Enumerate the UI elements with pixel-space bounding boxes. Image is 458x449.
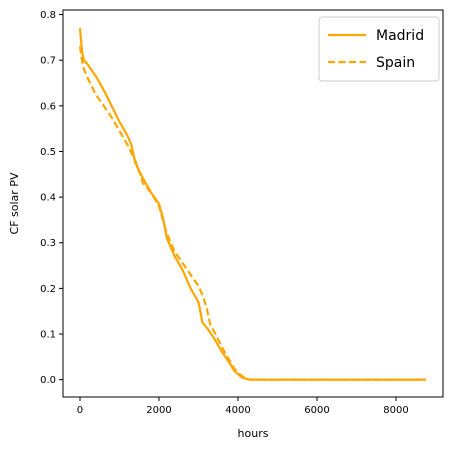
- series-line-madrid: [78, 28, 427, 381]
- x-tick-label: 6000: [304, 405, 329, 416]
- x-tick-label: 4000: [225, 405, 250, 416]
- y-tick-label: 0.6: [40, 101, 56, 112]
- y-axis-label: CF solar PV: [8, 172, 21, 234]
- y-tick-label: 0.5: [40, 147, 56, 158]
- plot-area: [78, 28, 427, 381]
- axes: 0 2000 4000 6000 8000 0.0 0.1 0.2 0.3 0.4 0.5 0.6 0.…: [40, 9, 444, 416]
- y-tick-label: 0.7: [40, 56, 56, 67]
- y-tick-label: 0.1: [40, 330, 56, 341]
- legend: Madrid Spain: [318, 16, 440, 82]
- x-axis-label: hours: [238, 427, 269, 440]
- y-tick-label: 0.0: [40, 375, 56, 386]
- legend-box: [318, 16, 440, 82]
- y-tick-label: 0.2: [40, 284, 56, 295]
- legend-label-madrid: Madrid: [376, 28, 424, 44]
- y-tick-label: 0.8: [40, 10, 56, 21]
- y-tick-label: 0.3: [40, 238, 56, 249]
- x-tick-label: 8000: [383, 405, 408, 416]
- y-tick-label: 0.4: [40, 193, 56, 204]
- x-tick-label: 2000: [146, 405, 171, 416]
- x-tick-label: 0: [77, 405, 83, 416]
- axes-frame: [62, 9, 444, 398]
- series-line-spain: [78, 46, 427, 381]
- legend-label-spain: Spain: [376, 55, 415, 71]
